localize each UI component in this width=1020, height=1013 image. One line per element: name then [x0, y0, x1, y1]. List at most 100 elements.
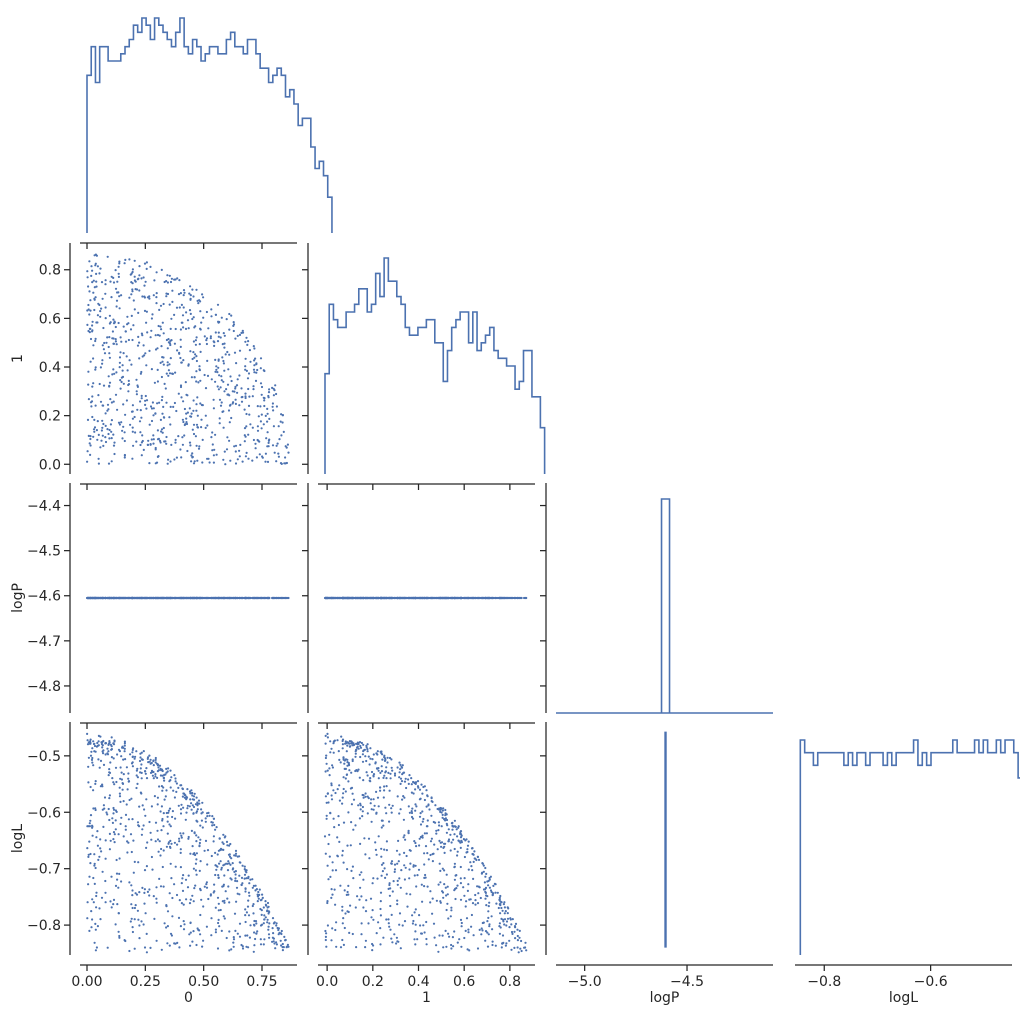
scatter-point-0-logL	[216, 865, 219, 868]
scatter-point-0-1	[268, 388, 271, 391]
scatter-point-1-logL	[405, 892, 408, 895]
scatter-point-1-logL	[520, 949, 523, 953]
scatter-point-0-logL	[267, 912, 270, 915]
scatter-point-1-logL	[409, 862, 412, 865]
scatter-point-1-logL	[377, 805, 380, 808]
scatter-point-0-1	[177, 392, 180, 395]
scatter-point-0-1	[109, 280, 112, 283]
scatter-point-1-logL	[417, 868, 421, 871]
scatter-point-1-logL	[420, 883, 423, 886]
scatter-point-0-1	[184, 381, 187, 384]
scatter-point-0-1	[280, 413, 283, 416]
scatter-point-0-logL	[271, 940, 274, 943]
scatter-point-0-logL	[256, 900, 259, 903]
scatter-point-0-1	[280, 434, 283, 437]
scatter-point-1-logL	[396, 883, 399, 886]
scatter-point-0-logL	[148, 820, 151, 824]
scatter-point-0-logL	[234, 852, 238, 855]
scatter-point-0-logL	[112, 743, 116, 746]
scatter-point-0-logL	[86, 901, 89, 904]
scatter-point-1-logP	[432, 596, 435, 600]
scatter-point-0-logL	[139, 752, 142, 755]
scatter-point-0-1	[86, 418, 90, 421]
scatter-point-0-1	[195, 380, 198, 383]
scatter-point-0-1	[175, 409, 178, 413]
scatter-point-0-1	[252, 385, 255, 388]
scatter-point-0-1	[106, 403, 110, 406]
scatter-point-0-1	[150, 317, 153, 320]
scatter-point-1-logL	[333, 888, 336, 891]
scatter-point-1-logL	[404, 866, 407, 869]
scatter-point-1-logL	[379, 900, 382, 903]
scatter-point-0-1	[91, 269, 94, 272]
scatter-point-0-1	[195, 403, 198, 406]
scatter-point-1-logL	[338, 799, 341, 802]
scatter-point-0-1	[143, 296, 146, 299]
scatter-point-0-1	[140, 332, 143, 335]
scatter-point-0-logL	[254, 937, 257, 941]
scatter-point-0-logP	[135, 596, 138, 600]
scatter-point-0-logL	[96, 844, 99, 847]
scatter-point-0-1	[214, 331, 217, 334]
scatter-point-0-logL	[248, 894, 251, 897]
scatter-point-0-1	[173, 278, 176, 281]
scatter-point-1-logL	[361, 810, 364, 813]
scatter-point-1-logL	[429, 901, 432, 904]
scatter-point-0-logP	[151, 596, 154, 600]
scatter-point-1-logL	[334, 869, 338, 872]
scatter-point-0-logL	[133, 918, 136, 921]
scatter-point-0-logL	[223, 901, 226, 904]
scatter-point-0-logL	[204, 839, 208, 843]
scatter-point-1-logL	[443, 869, 446, 872]
scatter-point-0-1	[113, 321, 116, 324]
scatter-point-0-1	[88, 313, 91, 316]
scatter-point-0-1	[135, 390, 138, 393]
scatter-point-0-1	[185, 417, 188, 420]
scatter-point-0-logL	[238, 935, 242, 938]
scatter-point-0-logP	[118, 596, 121, 600]
scatter-point-0-logL	[225, 840, 229, 844]
scatter-point-0-1	[181, 443, 184, 446]
scatter-point-0-logP	[195, 596, 198, 600]
scatter-point-0-1	[122, 382, 125, 385]
scatter-point-0-logL	[88, 929, 91, 933]
scatter-point-0-1	[153, 279, 156, 282]
scatter-point-0-1	[130, 314, 133, 317]
scatter-point-0-logL	[175, 782, 178, 785]
scatter-point-0-1	[281, 421, 284, 424]
scatter-point-0-1	[170, 277, 173, 280]
scatter-point-0-logL	[142, 750, 145, 753]
scatter-point-0-logL	[124, 813, 128, 817]
scatter-point-1-logP	[330, 596, 333, 600]
scatter-point-1-logL	[408, 774, 411, 777]
scatter-point-0-logP	[214, 596, 217, 600]
scatter-point-0-1	[155, 296, 158, 299]
scatter-point-1-logL	[385, 918, 388, 921]
scatter-point-0-logL	[94, 928, 97, 931]
scatter-point-0-logL	[221, 885, 224, 888]
scatter-point-0-1	[210, 315, 213, 318]
scatter-point-1-logL	[430, 814, 433, 817]
scatter-point-0-1	[240, 331, 243, 334]
scatter-point-0-1	[168, 274, 171, 277]
scatter-point-0-1	[216, 303, 220, 306]
scatter-point-0-1	[233, 445, 236, 448]
scatter-point-0-1	[89, 453, 92, 456]
scatter-point-0-logP	[123, 596, 126, 600]
scatter-point-0-logL	[211, 824, 214, 827]
scatter-point-1-logL	[411, 807, 414, 810]
scatter-point-0-logL	[198, 869, 201, 873]
scatter-point-0-logL	[98, 855, 101, 858]
scatter-point-0-logL	[189, 852, 192, 855]
scatter-point-0-logL	[166, 925, 169, 928]
scatter-point-0-1	[232, 329, 235, 333]
scatter-point-0-1	[166, 347, 169, 350]
scatter-point-1-logL	[338, 784, 341, 787]
scatter-point-0-logL	[173, 942, 176, 945]
scatter-point-1-logP	[405, 596, 408, 600]
scatter-point-1-logL	[440, 841, 444, 844]
scatter-point-0-1	[182, 359, 185, 362]
scatter-point-0-logL	[195, 858, 198, 861]
scatter-point-0-logL	[168, 780, 171, 783]
scatter-point-0-1	[279, 420, 282, 423]
